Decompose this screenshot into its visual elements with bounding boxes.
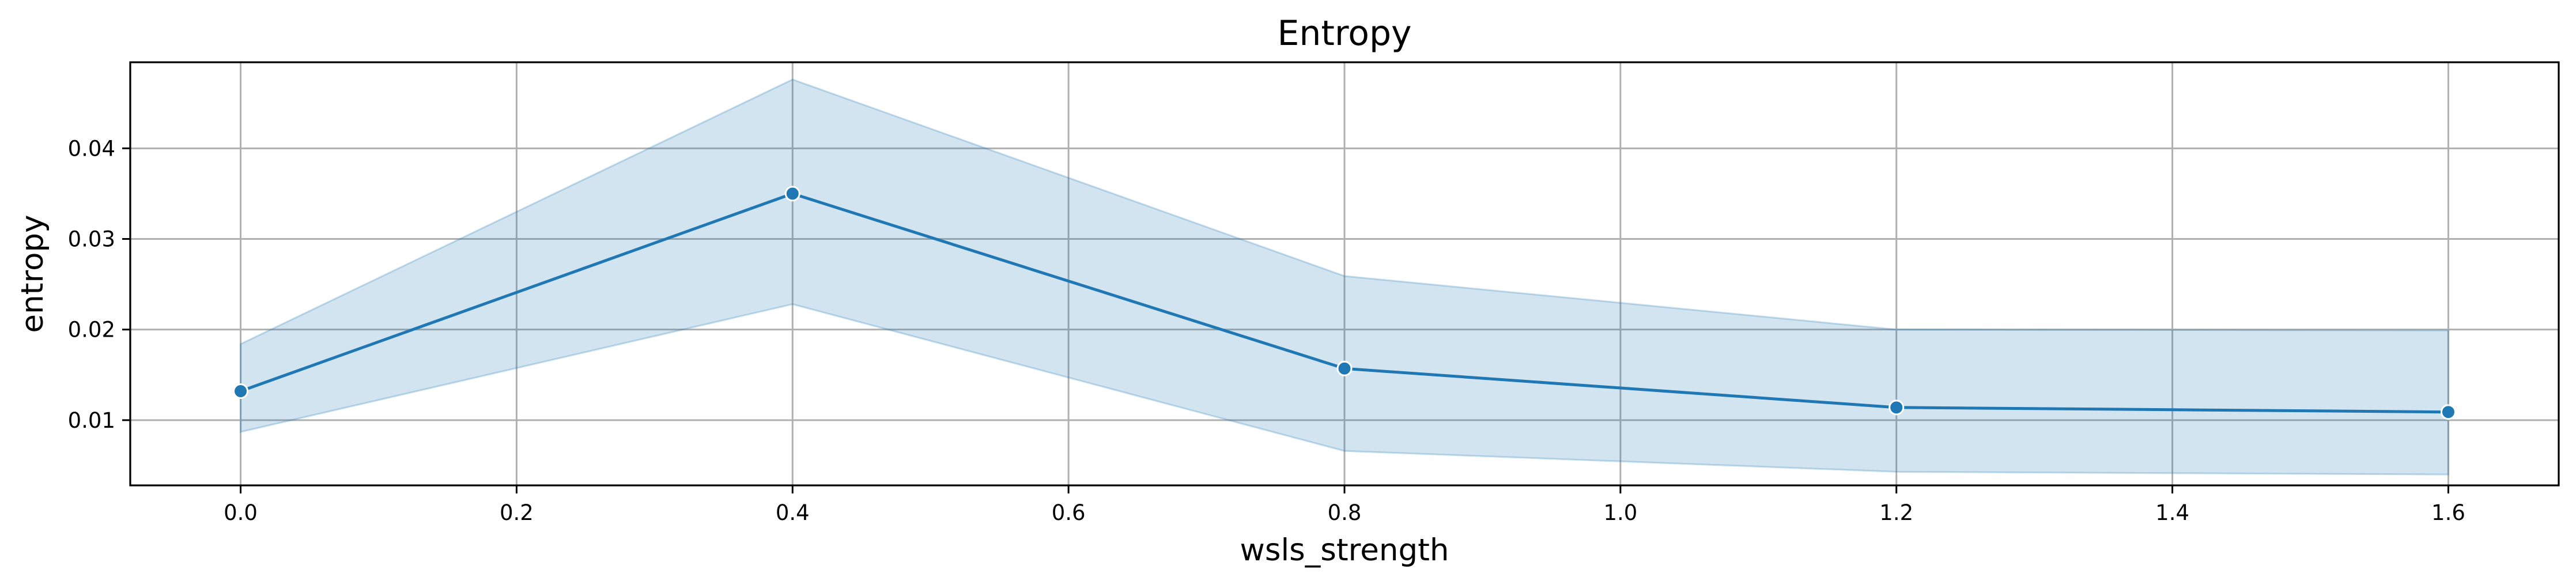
x-tick-label: 1.6 [2431, 500, 2465, 525]
data-point [2440, 404, 2456, 420]
x-axis-ticks: 0.0 0.2 0.4 0.6 0.8 1.0 1.2 1.4 1.6 [224, 485, 2465, 525]
data-point [233, 383, 249, 399]
y-tick-label: 0.03 [68, 227, 115, 251]
grid [130, 62, 2559, 485]
x-tick-label: 0.0 [224, 500, 258, 525]
data-point [1888, 399, 1905, 416]
y-tick-label: 0.02 [68, 318, 115, 342]
confidence-band [240, 78, 2449, 476]
data-point [784, 186, 800, 202]
series-marker-layer [233, 186, 2456, 420]
x-tick-label: 1.2 [1879, 500, 1913, 525]
y-tick-label: 0.01 [68, 408, 115, 433]
x-tick-label: 1.4 [2155, 500, 2189, 525]
y-axis-ticks: 0.01 0.02 0.03 0.04 [68, 136, 130, 433]
x-axis-label: wsls_strength [1240, 533, 1449, 568]
y-tick-label: 0.04 [68, 136, 115, 161]
x-tick-label: 0.6 [1052, 500, 1086, 525]
y-axis-label: entropy [15, 214, 50, 333]
chart-title: Entropy [1277, 13, 1411, 54]
x-tick-label: 0.2 [500, 500, 534, 525]
confidence-band-layer [240, 78, 2449, 476]
x-tick-label: 1.0 [1603, 500, 1637, 525]
x-tick-label: 0.4 [776, 500, 810, 525]
x-tick-label: 0.8 [1328, 500, 1362, 525]
data-point [1336, 360, 1353, 376]
